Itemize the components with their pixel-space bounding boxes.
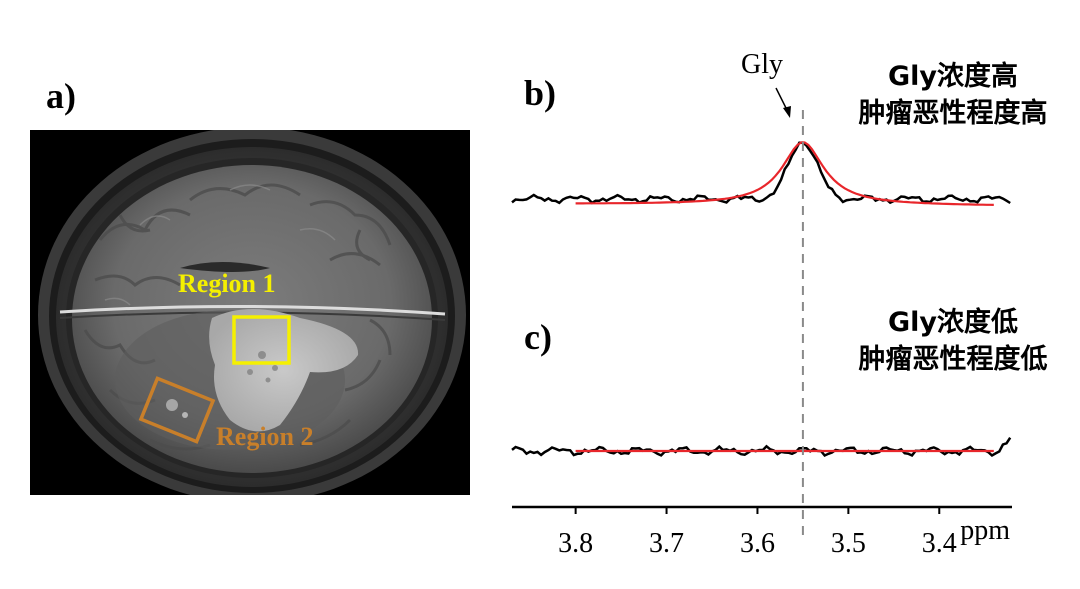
x-tick-label: 3.5	[831, 528, 866, 559]
x-axis-unit-label: ppm	[960, 515, 1010, 546]
x-axis-ticks: 3.8 3.7 3.6 3.5 3.4	[558, 507, 957, 559]
region-1-box	[232, 315, 291, 365]
panel-a-label: a)	[46, 76, 76, 116]
panel-c-label: c)	[524, 317, 552, 357]
x-tick-label: 3.8	[558, 528, 593, 559]
x-tick-label: 3.7	[649, 528, 684, 559]
x-tick-label: 3.4	[922, 528, 957, 559]
gly-arrow	[775, 87, 791, 118]
panel-c-note-line2: 肿瘤恶性程度低	[859, 343, 1048, 375]
panel-b-spectrum-line	[511, 141, 1011, 205]
panel-b-label: b)	[524, 73, 556, 113]
tumor	[209, 309, 359, 432]
region-1-label: Region 1	[178, 269, 276, 298]
panel-b-note-line2: 肿瘤恶性程度高	[859, 97, 1048, 129]
panel-c-spectrum-line	[511, 437, 1012, 458]
mri-image	[30, 130, 470, 495]
gly-peak-label: Gly	[741, 49, 783, 80]
region-2-box	[138, 376, 216, 444]
panel-c-note-line1: Gly浓度低	[888, 306, 1018, 338]
x-tick-label: 3.6	[740, 528, 775, 559]
region-2-label: Region 2	[216, 422, 314, 451]
panel-b-fit-line	[575, 141, 994, 206]
panel-b-note-line1: Gly浓度高	[888, 60, 1018, 92]
